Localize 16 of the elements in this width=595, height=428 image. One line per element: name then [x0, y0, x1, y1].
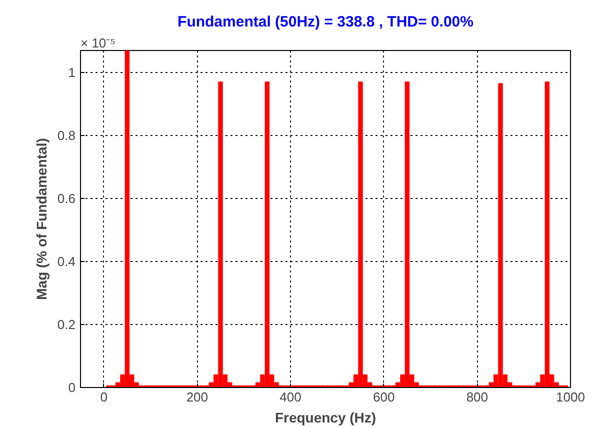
x-axis-title: Frequency (Hz): [274, 410, 376, 426]
x-tick-label: 200: [186, 390, 208, 404]
x-tick-label: 1000: [556, 390, 585, 404]
annotation: × 10⁻⁵: [80, 36, 116, 50]
y-tick-label: 0.2: [57, 317, 76, 332]
x-tick-label: 600: [372, 390, 395, 404]
x-tick-label: 400: [280, 390, 302, 404]
y-tick-label: 0.6: [57, 191, 76, 206]
y-tick-label: 0.8: [57, 128, 76, 144]
y-tick-label: 0.4: [57, 254, 76, 270]
x-tick-label: 0: [100, 390, 108, 404]
y-tick-label: 0: [68, 380, 76, 395]
y-axis-title: Mag (% of Fundamental): [33, 138, 50, 300]
y-tick-label: 1: [68, 65, 76, 80]
x-tick-label: 800: [466, 390, 488, 404]
chart-title: Fundamental (50Hz) = 338.8 , THD= 0.00%: [178, 14, 474, 30]
